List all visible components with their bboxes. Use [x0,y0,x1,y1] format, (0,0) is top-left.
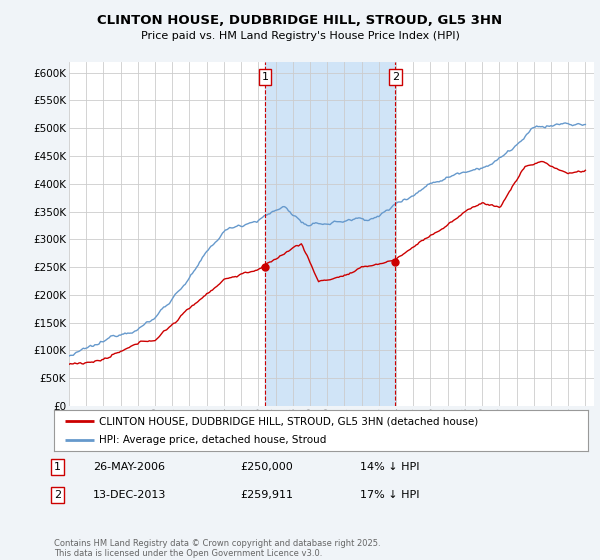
Text: 13-DEC-2013: 13-DEC-2013 [93,490,166,500]
Text: HPI: Average price, detached house, Stroud: HPI: Average price, detached house, Stro… [100,435,327,445]
Text: CLINTON HOUSE, DUDBRIDGE HILL, STROUD, GL5 3HN: CLINTON HOUSE, DUDBRIDGE HILL, STROUD, G… [97,14,503,27]
Text: 2: 2 [392,72,399,82]
Text: CLINTON HOUSE, DUDBRIDGE HILL, STROUD, GL5 3HN (detached house): CLINTON HOUSE, DUDBRIDGE HILL, STROUD, G… [100,417,479,426]
Text: £259,911: £259,911 [240,490,293,500]
Text: 14% ↓ HPI: 14% ↓ HPI [360,462,419,472]
Text: Contains HM Land Registry data © Crown copyright and database right 2025.
This d: Contains HM Land Registry data © Crown c… [54,539,380,558]
Text: 17% ↓ HPI: 17% ↓ HPI [360,490,419,500]
Text: 1: 1 [54,462,61,472]
Bar [265,62,395,406]
Text: £250,000: £250,000 [240,462,293,472]
Text: 26-MAY-2006: 26-MAY-2006 [93,462,165,472]
Text: Price paid vs. HM Land Registry's House Price Index (HPI): Price paid vs. HM Land Registry's House … [140,31,460,41]
Text: 1: 1 [262,72,268,82]
Text: 2: 2 [54,490,61,500]
